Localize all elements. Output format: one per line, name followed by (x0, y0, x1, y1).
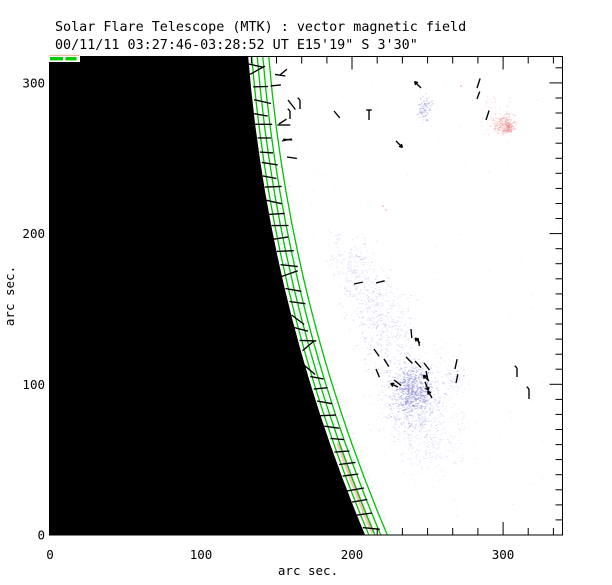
contour-line-4 (268, 56, 388, 536)
tick-labels: 0 100 200 300 0 100 200 300 (22, 76, 514, 563)
vector-scale-legend (49, 54, 80, 62)
patch-gauss (363, 337, 466, 464)
patch-gauss (416, 92, 434, 124)
y-tick-label: 0 (37, 528, 45, 543)
limb-band-positive-fill (336, 442, 375, 534)
y-tick-label: 300 (22, 76, 45, 91)
x-tick-label: 100 (190, 547, 213, 562)
patch-gauss (337, 256, 396, 336)
axes-frame (49, 56, 563, 536)
contour-line-2 (256, 56, 376, 536)
y-tick-label: 100 (22, 377, 45, 392)
legend-background (49, 54, 80, 62)
contour-line-1 (251, 56, 370, 536)
x-axis-title: arc sec. (278, 563, 338, 578)
limb-contours (251, 56, 388, 536)
x-tick-label: 300 (492, 547, 515, 562)
y-axis-title: arc sec. (2, 266, 17, 326)
field-speckle-layer (251, 59, 561, 535)
patch-points (382, 85, 462, 211)
patch-gauss (395, 367, 432, 413)
legend-green-bar (65, 57, 77, 61)
plot-subtitle: 00/11/11 03:27:46-03:28:52 UT E15'19" S … (55, 38, 418, 53)
x-tick-label: 0 (46, 547, 54, 562)
patch-gauss (355, 287, 420, 372)
patch-gauss (501, 122, 516, 134)
plot-frame (49, 56, 563, 536)
off-disk-sky-region (49, 57, 366, 535)
legend-green-bar (50, 57, 63, 61)
field-vector-layer (248, 63, 530, 530)
patch-uniform (279, 60, 561, 297)
patch-gauss (377, 353, 448, 443)
contour-line-3 (262, 56, 382, 536)
patch-uniform (481, 95, 517, 137)
y-tick-label: 200 (22, 226, 45, 241)
x-tick-label: 200 (341, 547, 364, 562)
plot-layers: 0 100 200 300 0 100 200 300 (22, 54, 563, 563)
patch-uniform (329, 300, 559, 528)
patch-gauss (397, 411, 465, 477)
plot-title: Solar Flare Telescope (MTK) : vector mag… (55, 20, 466, 35)
patch-gauss (325, 230, 378, 294)
